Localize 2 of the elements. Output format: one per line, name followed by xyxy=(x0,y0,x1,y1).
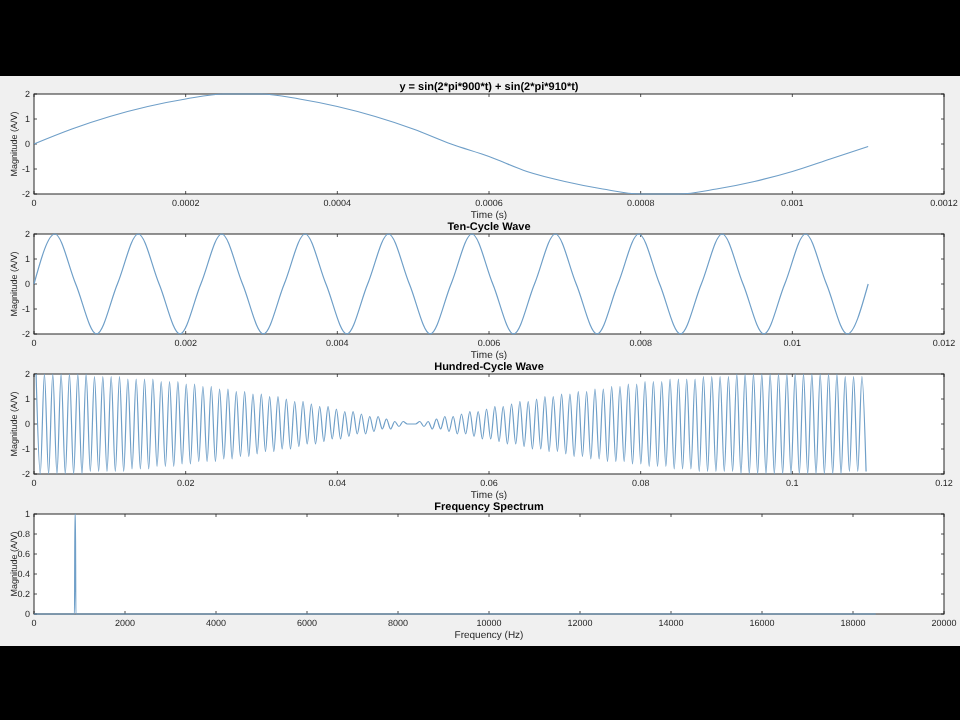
line-series xyxy=(33,93,869,195)
line-series xyxy=(35,373,867,475)
